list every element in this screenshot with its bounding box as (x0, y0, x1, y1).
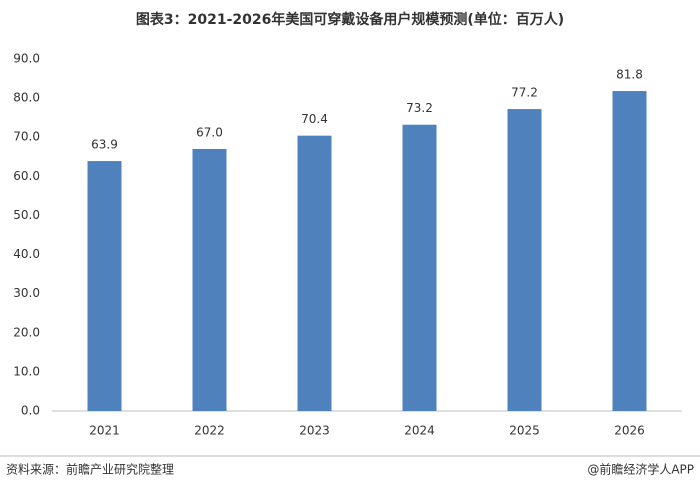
y-tick-label: 20.0 (13, 325, 40, 339)
source-note: 资料来源：前瞻产业研究院整理 (6, 462, 174, 477)
y-tick-label: 40.0 (13, 247, 40, 261)
data-label: 81.8 (616, 68, 643, 82)
data-label: 77.2 (511, 86, 538, 100)
y-tick-label: 10.0 (13, 364, 40, 378)
y-tick-label: 80.0 (13, 91, 40, 105)
x-tick-label: 2024 (404, 424, 435, 438)
x-tick-label: 2022 (194, 424, 225, 438)
chart-title: 图表3：2021-2026年美国可穿戴设备用户规模预测(单位：百万人) (136, 11, 564, 28)
y-tick-label: 50.0 (13, 208, 40, 222)
x-tick-label: 2021 (89, 424, 120, 438)
bar (192, 148, 227, 411)
y-tick-label: 60.0 (13, 169, 40, 183)
y-tick-label: 30.0 (13, 286, 40, 300)
bar (507, 109, 542, 411)
y-tick-label: 90.0 (13, 52, 40, 66)
x-tick-label: 2023 (299, 424, 330, 438)
y-tick-label: 70.0 (13, 130, 40, 144)
bar (87, 161, 122, 411)
credit: @前瞻经济学人APP (587, 462, 694, 477)
x-tick-label: 2025 (509, 424, 540, 438)
bar (297, 135, 332, 411)
x-tick-label: 2026 (614, 424, 645, 438)
data-label: 63.9 (91, 138, 118, 152)
data-label: 73.2 (406, 101, 433, 115)
data-label: 70.4 (301, 112, 328, 126)
y-tick-label: 0.0 (21, 404, 40, 418)
data-label: 67.0 (196, 125, 223, 139)
bar (402, 124, 437, 411)
bar (612, 91, 647, 412)
